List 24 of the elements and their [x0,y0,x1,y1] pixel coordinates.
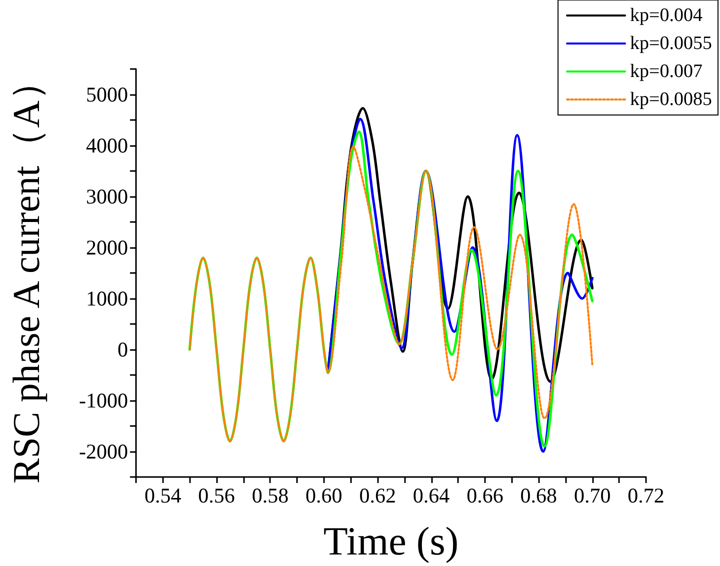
y-tick-label: 3000 [86,184,128,208]
y-tick-label: -2000 [79,440,128,464]
y-tick-label: 4000 [86,134,128,158]
legend-label: kp=0.0085 [630,89,712,110]
x-axis-title: Time (s) [323,518,459,564]
y-axis-title: RSC phase A current（A） [6,62,48,484]
x-tick-label: 0.54 [144,484,182,508]
x-tick-label: 0.68 [520,484,558,508]
y-tick-label: 5000 [86,82,128,106]
x-tick-label: 0.70 [574,484,611,508]
y-tick-label: 2000 [86,236,128,260]
y-tick-label: 1000 [86,286,128,310]
x-tick-label: 0.60 [306,484,342,508]
x-tick-label: 0.72 [628,484,664,508]
x-tick-label: 0.66 [466,484,504,508]
x-tick-label: 0.64 [412,484,450,508]
legend-label: kp=0.0055 [630,33,712,54]
x-tick-label: 0.56 [198,484,235,508]
legend-label: kp=0.007 [630,61,703,82]
y-tick-label: 0 [118,338,128,362]
legend-label: kp=0.004 [630,5,703,26]
x-tick-label: 0.62 [359,484,396,508]
x-tick-label: 0.58 [252,484,289,508]
y-tick-label: -1000 [79,388,128,412]
